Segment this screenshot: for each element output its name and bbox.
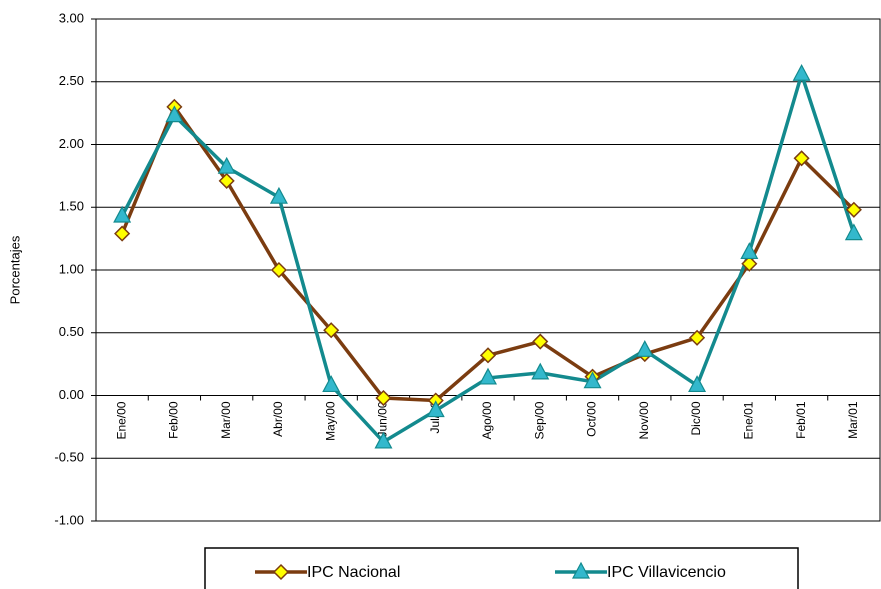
data-point xyxy=(845,201,862,218)
y-tick-label: 3.00 xyxy=(59,10,84,25)
data-point xyxy=(688,375,707,393)
data-point xyxy=(532,333,549,350)
data-point xyxy=(217,156,236,174)
y-tick-label: 0.00 xyxy=(59,387,84,402)
data-point xyxy=(218,172,235,189)
x-tick-label: Abr/00 xyxy=(271,401,285,437)
legend-label: IPC Nacional xyxy=(307,564,400,581)
x-tick-label: Feb/01 xyxy=(794,401,808,439)
data-point xyxy=(635,340,654,357)
y-tick-label: 2.50 xyxy=(59,73,84,88)
data-point xyxy=(322,375,341,393)
x-tick-label: Nov/00 xyxy=(637,401,651,439)
x-tick-label: Oct/00 xyxy=(585,401,599,437)
data-point xyxy=(740,242,759,260)
y-axis-label: Porcentajes xyxy=(7,235,22,304)
y-tick-label: 2.00 xyxy=(59,136,84,151)
data-point xyxy=(114,225,131,242)
x-tick-label: Sep/00 xyxy=(532,401,546,439)
y-tick-label: 1.50 xyxy=(59,199,84,214)
x-tick-label: Ene/00 xyxy=(114,401,128,439)
data-point xyxy=(165,105,184,123)
x-tick-label: Feb/00 xyxy=(167,401,181,439)
data-point xyxy=(270,261,287,279)
x-tick-label: Ene/01 xyxy=(742,401,756,439)
y-tick-label: 1.00 xyxy=(59,261,84,276)
data-point xyxy=(741,255,758,272)
data-point xyxy=(583,371,602,389)
data-point xyxy=(375,389,392,407)
x-tick-label: Jun/00 xyxy=(376,401,390,437)
data-point xyxy=(374,431,393,449)
y-tick-label: -0.50 xyxy=(54,450,84,465)
x-tick-label: Mar/00 xyxy=(219,401,233,439)
data-point xyxy=(269,186,288,204)
data-point xyxy=(479,367,497,385)
data-point xyxy=(323,322,340,339)
data-point xyxy=(792,63,811,81)
legend-label: IPC Villavicencio xyxy=(607,564,726,581)
legend-marker xyxy=(572,561,590,579)
data-point xyxy=(426,400,445,418)
y-tick-label: 0.50 xyxy=(59,324,84,339)
x-tick-label: Mar/01 xyxy=(846,401,860,439)
legend-marker xyxy=(272,563,290,581)
plot-border xyxy=(95,18,881,522)
data-point xyxy=(689,329,706,346)
data-point xyxy=(844,223,863,241)
y-tick-label: -1.00 xyxy=(54,512,84,527)
x-tick-label: Dic/00 xyxy=(689,401,703,435)
legend-box xyxy=(204,547,799,589)
data-point xyxy=(793,150,810,167)
data-point xyxy=(479,347,497,364)
data-point xyxy=(531,362,550,380)
x-tick-label: Ago/00 xyxy=(480,401,494,439)
data-point xyxy=(113,205,132,223)
x-tick-label: May/00 xyxy=(323,401,337,441)
